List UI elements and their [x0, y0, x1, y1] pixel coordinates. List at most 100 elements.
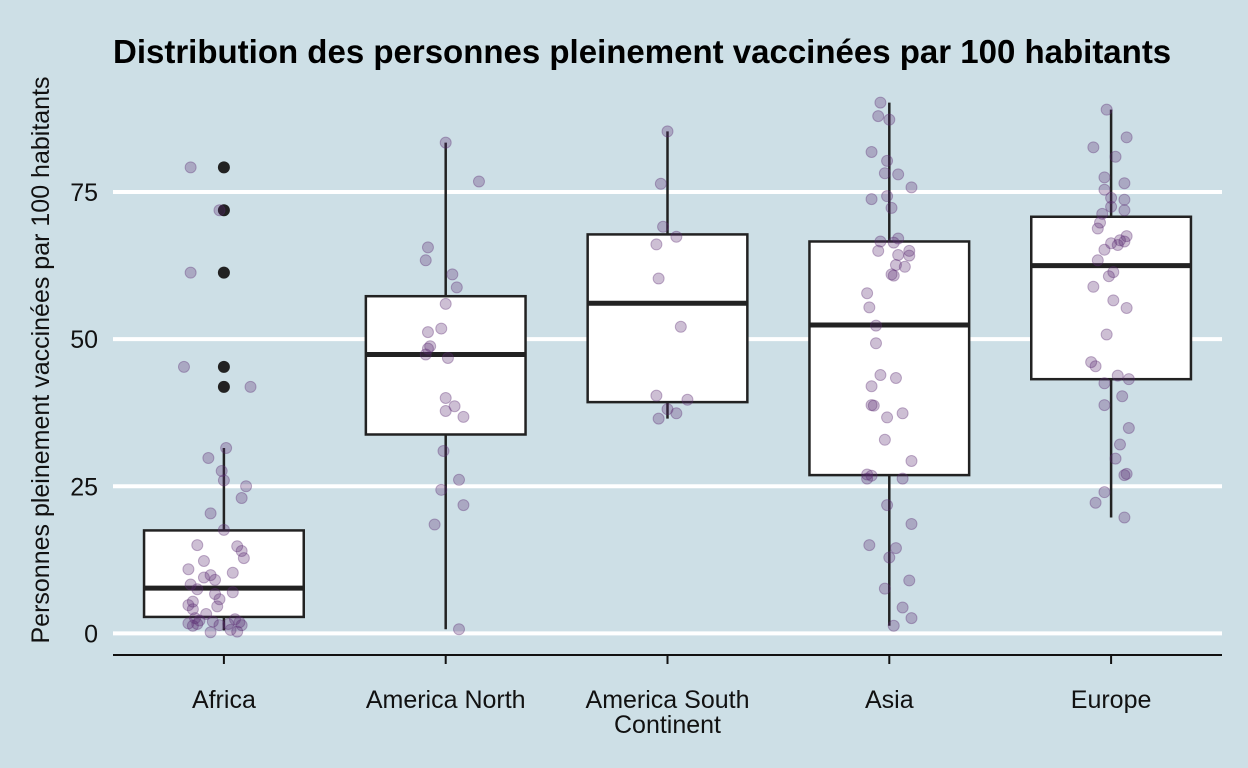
point-3-40	[905, 517, 918, 530]
box-4	[1030, 109, 1193, 518]
point-1-20	[457, 499, 470, 512]
point-4-34	[1122, 422, 1135, 435]
point-4-33	[1098, 399, 1111, 412]
y-tick-label-3: 75	[70, 179, 98, 207]
point-4-18	[1111, 239, 1124, 252]
point-3-4	[881, 154, 894, 167]
point-1-15	[439, 404, 452, 417]
point-0-22	[209, 573, 222, 586]
point-4-32	[1116, 390, 1129, 403]
point-3-30	[867, 399, 880, 412]
point-1-16	[457, 410, 470, 423]
point-3-14	[903, 244, 916, 257]
point-3-29	[865, 399, 878, 412]
point-0-19	[226, 566, 239, 579]
point-3-0	[874, 96, 887, 109]
point-3-12	[874, 235, 887, 248]
y-tick-label-1: 25	[70, 473, 98, 501]
point-0-15	[235, 545, 248, 558]
point-3-1	[872, 110, 885, 123]
point-4-13	[1091, 222, 1104, 235]
point-0-3	[177, 360, 190, 373]
axes: 0 25 50 75 Africa America North America South C…	[70, 179, 1222, 739]
point-0-7	[215, 464, 228, 477]
point-0-41	[213, 619, 226, 632]
point-4-29	[1111, 369, 1124, 382]
point-2-10	[670, 407, 683, 420]
point-3-42	[889, 542, 902, 555]
point-0-0	[184, 161, 197, 174]
point-4-16	[1118, 235, 1131, 248]
box-2	[586, 131, 749, 419]
point-0-2	[184, 266, 197, 279]
point-1-22	[453, 623, 466, 636]
point-4-20	[1091, 254, 1104, 267]
point-2-2	[657, 220, 670, 233]
point-1-7	[435, 322, 448, 335]
point-3-9	[865, 193, 878, 206]
point-1-18	[453, 473, 466, 486]
point-2-9	[661, 403, 674, 416]
point-2-11	[652, 412, 665, 425]
point-3-31	[896, 407, 909, 420]
point-1-17	[437, 444, 450, 457]
point-4-24	[1107, 294, 1120, 307]
point-0-36	[206, 615, 219, 628]
point-3-18	[889, 259, 902, 272]
point-0-38	[182, 617, 195, 630]
x-tick-label-line-2-1: Continent	[614, 711, 721, 739]
point-4-28	[1089, 360, 1102, 373]
point-3-23	[863, 301, 876, 314]
x-tick-label-line-1-0: America North	[366, 686, 526, 714]
point-3-28	[865, 380, 878, 393]
point-3-22	[861, 287, 874, 300]
point-0-20	[204, 569, 217, 582]
x-tick-label-line-0-0: Africa	[192, 686, 256, 714]
jitter-points	[177, 96, 1135, 639]
point-0-11	[204, 507, 217, 520]
point-2-8	[681, 393, 694, 406]
point-1-14	[448, 400, 461, 413]
point-4-19	[1098, 243, 1111, 256]
point-3-25	[869, 337, 882, 350]
point-0-18	[182, 563, 195, 576]
point-3-6	[892, 168, 905, 181]
point-4-2	[1087, 141, 1100, 154]
point-4-38	[1118, 469, 1131, 482]
point-4-10	[1118, 204, 1131, 217]
point-0-8	[240, 480, 253, 493]
y-tick-label-0: 0	[84, 620, 98, 648]
point-4-37	[1120, 467, 1133, 480]
x-tick-label-2: America South Continent	[586, 686, 750, 739]
chart-title: Distribution des personnes pleinement va…	[113, 33, 1171, 70]
x-tick-label-line-4-0: Europe	[1071, 686, 1152, 714]
point-1-2	[421, 241, 434, 254]
point-0-4	[244, 380, 257, 393]
point-4-17	[1105, 237, 1118, 250]
point-3-2	[883, 113, 896, 126]
point-4-30	[1122, 373, 1135, 386]
point-0-45	[231, 625, 244, 638]
point-0-46	[204, 626, 217, 639]
point-0-43	[186, 619, 199, 632]
point-3-35	[861, 468, 874, 481]
point-3-15	[872, 244, 885, 257]
point-4-6	[1098, 183, 1111, 196]
point-0-27	[213, 593, 226, 606]
point-0-31	[186, 603, 199, 616]
point-4-26	[1100, 328, 1113, 341]
point-3-34	[905, 454, 918, 467]
x-tick-label-3: Asia	[865, 686, 914, 714]
point-1-10	[421, 342, 434, 355]
point-3-17	[892, 249, 905, 262]
point-4-11	[1096, 207, 1109, 220]
point-4-31	[1098, 377, 1111, 390]
outlier-0-1	[217, 360, 230, 373]
point-3-7	[905, 181, 918, 194]
box-rect-0	[142, 529, 305, 619]
point-3-33	[878, 433, 891, 446]
point-4-9	[1105, 200, 1118, 213]
point-4-39	[1098, 486, 1111, 499]
point-3-5	[878, 167, 891, 180]
